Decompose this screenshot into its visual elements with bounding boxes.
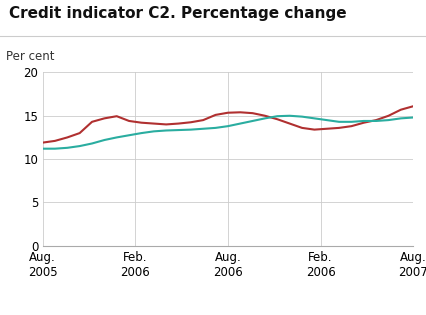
12 mth. (225, 124, 230, 128)
12 mth. (287, 114, 292, 117)
12 mth. (238, 122, 243, 125)
12 mth. (127, 133, 132, 137)
3 mth. mov.avg. (337, 126, 342, 130)
Line: 12 mth.: 12 mth. (43, 116, 413, 149)
3 mth. mov.avg. (65, 135, 70, 139)
12 mth. (337, 120, 342, 124)
12 mth. (398, 117, 403, 120)
12 mth. (89, 142, 95, 146)
12 mth. (77, 144, 82, 148)
12 mth. (262, 117, 268, 120)
12 mth. (411, 116, 416, 119)
12 mth. (114, 135, 119, 139)
3 mth. mov.avg. (102, 117, 107, 120)
3 mth. mov.avg. (114, 114, 119, 118)
12 mth. (151, 129, 156, 133)
3 mth. mov.avg. (275, 117, 280, 121)
3 mth. mov.avg. (398, 108, 403, 112)
3 mth. mov.avg. (225, 111, 230, 115)
12 mth. (275, 114, 280, 118)
3 mth. mov.avg. (238, 111, 243, 114)
3 mth. mov.avg. (89, 120, 95, 124)
12 mth. (213, 126, 218, 130)
Text: Credit indicator C2. Percentage change: Credit indicator C2. Percentage change (9, 6, 346, 21)
3 mth. mov.avg. (287, 122, 292, 125)
12 mth. (312, 117, 317, 120)
3 mth. mov.avg. (164, 123, 169, 126)
3 mth. mov.avg. (349, 124, 354, 128)
12 mth. (102, 138, 107, 142)
12 mth. (139, 131, 144, 135)
12 mth. (164, 129, 169, 132)
3 mth. mov.avg. (213, 113, 218, 117)
3 mth. mov.avg. (374, 118, 379, 122)
3 mth. mov.avg. (127, 119, 132, 123)
3 mth. mov.avg. (312, 128, 317, 132)
3 mth. mov.avg. (386, 114, 391, 117)
3 mth. mov.avg. (262, 114, 268, 117)
12 mth. (361, 119, 366, 123)
3 mth. mov.avg. (77, 131, 82, 135)
3 mth. mov.avg. (40, 141, 45, 145)
3 mth. mov.avg. (361, 121, 366, 124)
12 mth. (349, 120, 354, 124)
12 mth. (299, 115, 305, 118)
12 mth. (374, 119, 379, 123)
12 mth. (188, 128, 193, 132)
3 mth. mov.avg. (52, 139, 58, 143)
12 mth. (52, 147, 58, 151)
12 mth. (201, 127, 206, 131)
12 mth. (176, 128, 181, 132)
3 mth. mov.avg. (201, 118, 206, 122)
12 mth. (65, 146, 70, 150)
Line: 3 mth. mov.avg.: 3 mth. mov.avg. (43, 106, 413, 143)
3 mth. mov.avg. (188, 120, 193, 124)
12 mth. (250, 119, 255, 123)
Text: Per cent: Per cent (6, 50, 54, 63)
3 mth. mov.avg. (250, 111, 255, 115)
12 mth. (40, 147, 45, 151)
12 mth. (324, 118, 329, 122)
3 mth. mov.avg. (324, 127, 329, 131)
3 mth. mov.avg. (151, 122, 156, 125)
3 mth. mov.avg. (411, 104, 416, 108)
3 mth. mov.avg. (299, 126, 305, 130)
12 mth. (386, 118, 391, 122)
3 mth. mov.avg. (176, 122, 181, 125)
3 mth. mov.avg. (139, 121, 144, 124)
